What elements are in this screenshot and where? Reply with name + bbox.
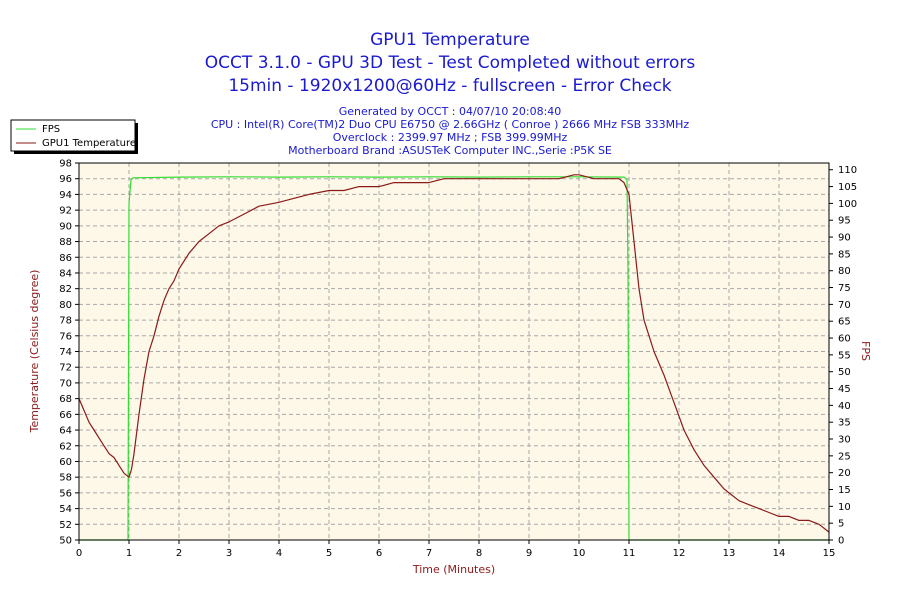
y-left-tick-label: 92 xyxy=(59,206,72,217)
info-generated: Generated by OCCT : 04/07/10 20:08:40 xyxy=(339,105,562,118)
y-axis-right-ticks: 0 5 10 15 20 25 30 35 40 45 50 55 60 65 70 75 80 85 90 95 10… xyxy=(829,165,857,547)
y-left-tick-label: 60 xyxy=(59,457,72,468)
x-axis-ticks: 0 1 2 3 4 5 6 7 8 9 10 11 12 13 14 15 xyxy=(76,540,836,559)
y-right-tick-label: 5 xyxy=(838,519,844,530)
y-left-tick-label: 54 xyxy=(59,504,72,515)
x-tick-label: 12 xyxy=(673,548,686,559)
x-tick-label: 11 xyxy=(623,548,636,559)
legend: FPS GPU1 Temperature xyxy=(10,119,138,154)
legend-label-temperature: GPU1 Temperature xyxy=(42,138,136,149)
y-right-tick-label: 60 xyxy=(838,334,851,345)
y-right-tick-label: 75 xyxy=(838,283,851,294)
y-left-tick-label: 74 xyxy=(59,347,72,358)
y-left-tick-label: 68 xyxy=(59,394,72,405)
y-right-tick-label: 110 xyxy=(838,165,857,176)
y-right-tick-label: 35 xyxy=(838,418,851,429)
legend-box xyxy=(10,119,136,152)
y-left-tick-label: 72 xyxy=(59,363,72,374)
y-right-tick-label: 100 xyxy=(838,199,857,210)
x-tick-label: 4 xyxy=(276,548,282,559)
y-right-tick-label: 10 xyxy=(838,502,851,513)
y-right-tick-label: 15 xyxy=(838,485,851,496)
x-tick-label: 13 xyxy=(723,548,736,559)
x-tick-label: 9 xyxy=(526,548,532,559)
y-left-tick-label: 56 xyxy=(59,488,72,499)
x-tick-label: 14 xyxy=(773,548,786,559)
y-left-tick-label: 98 xyxy=(59,159,72,170)
info-cpu: CPU : Intel(R) Core(TM)2 Duo CPU E6750 @… xyxy=(211,118,690,131)
x-tick-label: 15 xyxy=(823,548,836,559)
x-axis-title: Time (Minutes) xyxy=(412,563,495,576)
y-right-tick-label: 25 xyxy=(838,451,851,462)
y-right-tick-label: 55 xyxy=(838,350,851,361)
y-axis-left-ticks: 50 52 54 56 58 60 62 64 66 68 70 72 74 76 78 80 82 84 86 88… xyxy=(59,159,79,547)
x-tick-label: 1 xyxy=(126,548,132,559)
y-left-tick-label: 70 xyxy=(59,378,72,389)
series-line-fps xyxy=(79,176,829,541)
y-right-tick-label: 65 xyxy=(838,317,851,328)
chart-title-line-2: OCCT 3.1.0 - GPU 3D Test - Test Complete… xyxy=(205,53,696,73)
y-right-tick-label: 45 xyxy=(838,384,851,395)
y-right-tick-label: 80 xyxy=(838,266,851,277)
series-line-gpu1-temperature xyxy=(78,174,830,533)
x-tick-label: 8 xyxy=(476,548,482,559)
y-left-tick-label: 82 xyxy=(59,284,72,295)
series-layer xyxy=(78,174,830,541)
x-tick-label: 6 xyxy=(376,548,382,559)
y-left-tick-label: 66 xyxy=(59,410,72,421)
info-motherboard: Motherboard Brand :ASUSTeK Computer INC.… xyxy=(288,144,612,157)
y-left-tick-label: 80 xyxy=(59,300,72,311)
y-right-tick-label: 70 xyxy=(838,300,851,311)
info-overclock: Overclock : 2399.97 MHz ; FSB 399.99MHz xyxy=(333,131,568,144)
y-right-tick-label: 40 xyxy=(838,401,851,412)
y-right-tick-label: 105 xyxy=(838,182,857,193)
y-left-tick-label: 78 xyxy=(59,316,72,327)
y-left-tick-label: 62 xyxy=(59,441,72,452)
y-right-tick-label: 85 xyxy=(838,249,851,260)
y-left-tick-label: 52 xyxy=(59,520,72,531)
y-right-tick-label: 95 xyxy=(838,216,851,227)
x-tick-label: 10 xyxy=(573,548,586,559)
y-right-tick-label: 30 xyxy=(838,435,851,446)
y-left-tick-label: 94 xyxy=(59,190,72,201)
y-left-tick-label: 58 xyxy=(59,473,72,484)
y-left-tick-label: 84 xyxy=(59,268,72,279)
x-tick-label: 0 xyxy=(76,548,82,559)
y-left-tick-label: 88 xyxy=(59,237,72,248)
legend-label-fps: FPS xyxy=(42,124,60,135)
y-axis-right-title: FPS xyxy=(859,341,872,361)
y-left-tick-label: 64 xyxy=(59,426,72,437)
x-tick-label: 3 xyxy=(226,548,232,559)
x-tick-label: 7 xyxy=(426,548,432,559)
y-right-tick-label: 0 xyxy=(838,536,844,547)
x-tick-label: 2 xyxy=(176,548,182,559)
y-left-tick-label: 76 xyxy=(59,331,72,342)
x-tick-label: 5 xyxy=(326,548,332,559)
y-right-tick-label: 50 xyxy=(838,367,851,378)
y-left-tick-label: 90 xyxy=(59,221,72,232)
y-left-tick-label: 96 xyxy=(59,174,72,185)
grid xyxy=(79,163,829,540)
y-left-tick-label: 86 xyxy=(59,253,72,264)
y-left-tick-label: 50 xyxy=(59,536,72,547)
y-axis-left-title: Temperature (Celsius degree) xyxy=(28,270,41,434)
chart-title-line-1: GPU1 Temperature xyxy=(370,30,530,50)
chart-title-line-3: 15min - 1920x1200@60Hz - fullscreen - Er… xyxy=(228,76,671,96)
y-right-tick-label: 90 xyxy=(838,233,851,244)
y-right-tick-label: 20 xyxy=(838,468,851,479)
